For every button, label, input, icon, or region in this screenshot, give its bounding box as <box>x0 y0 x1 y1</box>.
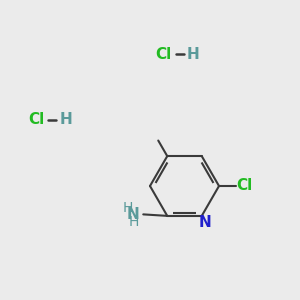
Text: H: H <box>128 215 139 229</box>
Text: Cl: Cl <box>155 46 172 62</box>
Text: Cl: Cl <box>236 178 253 194</box>
Text: N: N <box>127 207 140 222</box>
Text: Cl: Cl <box>28 112 44 128</box>
Text: H: H <box>187 46 200 62</box>
Text: N: N <box>199 215 212 230</box>
Text: H: H <box>60 112 72 128</box>
Text: H: H <box>122 201 133 215</box>
